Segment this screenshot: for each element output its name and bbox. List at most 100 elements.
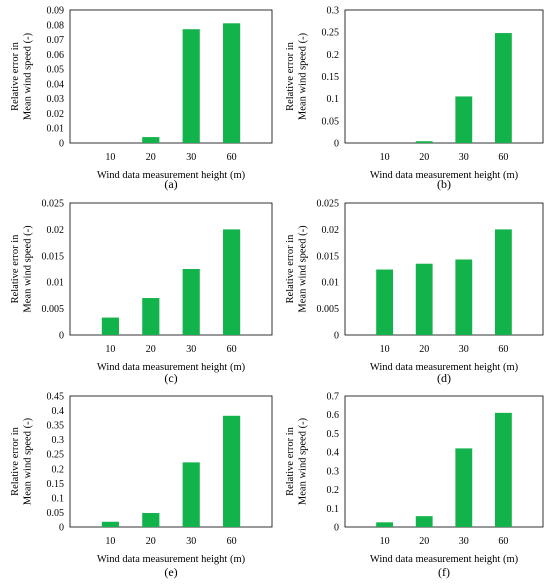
x-tick-label: 30 bbox=[186, 536, 196, 547]
y-tick-label: 0.05 bbox=[47, 508, 65, 519]
x-axis-label: Wind data measurement height (m) bbox=[97, 554, 246, 565]
y-axis-label-line: Mean wind speed (-) bbox=[298, 225, 309, 313]
bar bbox=[455, 96, 473, 143]
panel-label: (f) bbox=[438, 565, 450, 579]
y-tick-label: 0.08 bbox=[47, 20, 65, 31]
y-axis-label-line: Relative error in bbox=[285, 41, 296, 111]
x-tick-label: 10 bbox=[105, 152, 115, 163]
y-tick-label: 0 bbox=[59, 523, 64, 534]
y-axis-label-line: Mean wind speed (-) bbox=[298, 417, 309, 505]
y-tick-label: 0.005 bbox=[42, 304, 65, 315]
bar bbox=[101, 317, 119, 335]
y-tick-label: 0.7 bbox=[327, 392, 340, 403]
y-tick-label: 0.5 bbox=[327, 429, 340, 440]
y-tick-label: 0.2 bbox=[327, 50, 340, 61]
y-tick-label: 0.01 bbox=[47, 278, 65, 289]
y-tick-label: 0.09 bbox=[47, 6, 65, 17]
y-axis-label-line: Mean wind speed (-) bbox=[298, 32, 309, 120]
y-tick-label: 0 bbox=[59, 139, 64, 150]
chart-panel-b: 0 0.05 0.1 0.15 0.2 0.25 0.3 10 20 30 60 Wind data … bbox=[285, 6, 544, 191]
bar bbox=[223, 415, 241, 527]
y-axis-label: Relative error in Mean wind speed (-) bbox=[285, 417, 309, 505]
x-tick-label: 30 bbox=[186, 152, 196, 163]
y-axis-label-line: Relative error in bbox=[285, 426, 296, 496]
y-tick-label: 0.25 bbox=[322, 28, 340, 39]
y-axis-label: Relative error in Mean wind speed (-) bbox=[285, 225, 309, 313]
y-tick-label: 0.15 bbox=[47, 479, 65, 490]
y-axis-label-line: Mean wind speed (-) bbox=[23, 225, 34, 313]
y-tick-label: 0.3 bbox=[327, 466, 340, 477]
x-tick-label: 60 bbox=[498, 344, 508, 355]
y-tick-label: 0.07 bbox=[47, 35, 65, 46]
bar bbox=[182, 29, 200, 143]
bar bbox=[182, 462, 200, 527]
plot-frame bbox=[344, 202, 544, 336]
x-axis-label: Wind data measurement height (m) bbox=[370, 170, 519, 181]
plot-frame bbox=[69, 395, 273, 528]
x-tick-label: 60 bbox=[227, 344, 237, 355]
bar bbox=[494, 229, 512, 335]
x-tick-label: 20 bbox=[146, 152, 156, 163]
y-tick-label: 0.05 bbox=[47, 65, 65, 76]
y-tick-label: 0.35 bbox=[47, 421, 65, 432]
plot-frame bbox=[344, 395, 544, 528]
bar bbox=[142, 137, 160, 143]
y-tick-label: 0.1 bbox=[327, 504, 340, 515]
y-axis-label-line: Relative error in bbox=[285, 234, 296, 304]
y-tick-label: 0.15 bbox=[322, 72, 340, 83]
bar bbox=[494, 412, 512, 527]
y-tick-label: 0.6 bbox=[327, 410, 340, 421]
x-tick-label: 20 bbox=[146, 344, 156, 355]
x-tick-label: 30 bbox=[459, 152, 469, 163]
bar bbox=[142, 513, 160, 527]
y-tick-label: 0.06 bbox=[47, 50, 65, 61]
bar bbox=[142, 298, 160, 335]
plot-frame bbox=[69, 202, 273, 336]
x-tick-label: 10 bbox=[105, 536, 115, 547]
bar bbox=[455, 448, 473, 527]
chart-panel-c: 0 0.005 0.01 0.015 0.02 0.025 10 20 30 60 Wind dat… bbox=[10, 199, 273, 385]
x-tick-label: 20 bbox=[419, 152, 429, 163]
bar bbox=[101, 521, 119, 527]
plot-frame bbox=[344, 9, 544, 144]
chart-panel-e: 0 0.05 0.1 0.15 0.2 0.25 0.3 0.35 0.4 0.45 10 20 30 6… bbox=[10, 392, 273, 579]
y-axis-label: Relative error in Mean wind speed (-) bbox=[10, 32, 34, 120]
x-axis-label: Wind data measurement height (m) bbox=[97, 170, 246, 181]
bar bbox=[376, 269, 394, 335]
x-tick-label: 20 bbox=[419, 536, 429, 547]
y-tick-label: 0.3 bbox=[52, 435, 65, 446]
y-tick-label: 0.015 bbox=[317, 251, 340, 262]
x-tick-label: 20 bbox=[419, 344, 429, 355]
x-tick-label: 10 bbox=[380, 344, 390, 355]
y-tick-label: 0 bbox=[334, 139, 339, 150]
y-tick-label: 0.04 bbox=[47, 79, 65, 90]
bar bbox=[494, 33, 512, 144]
x-tick-label: 10 bbox=[380, 536, 390, 547]
y-tick-label: 0.05 bbox=[322, 116, 340, 127]
panel-label: (c) bbox=[164, 371, 177, 385]
panel-label: (d) bbox=[437, 371, 451, 385]
bar bbox=[376, 522, 394, 527]
chart-panel-a: 0 0.01 0.02 0.03 0.04 0.05 0.06 0.07 0.08 0.09 10 2… bbox=[10, 6, 273, 191]
y-tick-label: 0 bbox=[334, 331, 339, 342]
y-tick-label: 0.02 bbox=[47, 225, 65, 236]
y-tick-label: 0.025 bbox=[42, 199, 65, 210]
y-axis-label-line: Relative error in bbox=[10, 426, 21, 496]
y-tick-label: 0.4 bbox=[327, 448, 340, 459]
y-tick-label: 0.02 bbox=[322, 225, 340, 236]
y-axis-label-line: Relative error in bbox=[10, 41, 21, 111]
y-tick-label: 0.01 bbox=[322, 278, 340, 289]
x-tick-label: 10 bbox=[380, 152, 390, 163]
y-tick-label: 0 bbox=[334, 523, 339, 534]
x-tick-label: 20 bbox=[146, 536, 156, 547]
y-axis-label: Relative error in Mean wind speed (-) bbox=[285, 32, 309, 120]
y-tick-label: 0.25 bbox=[47, 450, 65, 461]
x-axis-label: Wind data measurement height (m) bbox=[97, 362, 246, 373]
x-tick-label: 30 bbox=[459, 344, 469, 355]
y-axis-label-line: Mean wind speed (-) bbox=[23, 417, 34, 505]
x-axis-label: Wind data measurement height (m) bbox=[370, 554, 519, 565]
bar bbox=[415, 141, 433, 143]
y-tick-label: 0.1 bbox=[52, 493, 65, 504]
y-tick-label: 0.45 bbox=[47, 392, 65, 403]
